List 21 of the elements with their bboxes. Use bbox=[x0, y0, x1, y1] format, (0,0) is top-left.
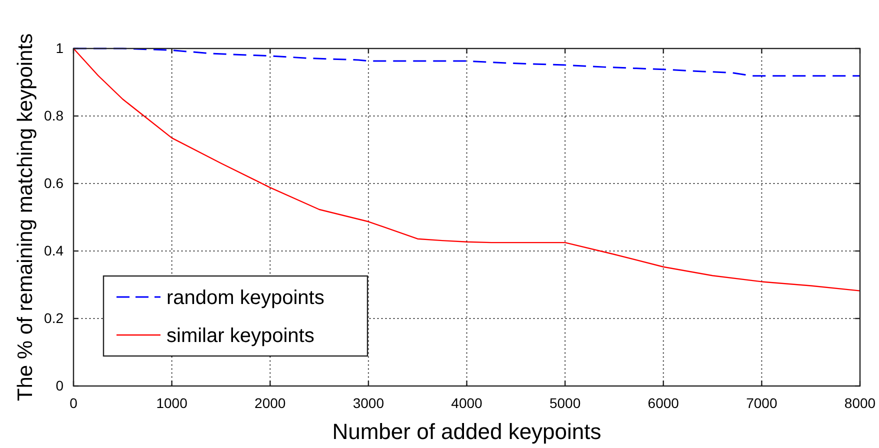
y-tick-label: 0 bbox=[56, 377, 64, 394]
legend-label: similar keypoints bbox=[166, 325, 314, 347]
y-tick-label: 1 bbox=[56, 40, 64, 56]
x-tick-label: 3000 bbox=[352, 394, 384, 411]
x-tick-label: 5000 bbox=[549, 394, 581, 411]
y-axis-title: The % of remaining matching keypoints bbox=[14, 33, 37, 402]
legend-label: random keypoints bbox=[166, 287, 324, 309]
y-tick-label: 0.6 bbox=[44, 174, 64, 191]
x-axis-title: Number of added keypoints bbox=[332, 419, 602, 444]
x-tick-label: 7000 bbox=[746, 394, 778, 411]
x-tick-label: 1000 bbox=[156, 394, 188, 411]
line-series bbox=[72, 48, 861, 77]
y-tick-label: 0.8 bbox=[44, 107, 64, 124]
x-tick-label: 2000 bbox=[254, 394, 286, 411]
x-tick-label: 4000 bbox=[451, 394, 483, 411]
x-tick-label: 6000 bbox=[648, 394, 680, 411]
x-tick-label: 8000 bbox=[844, 394, 876, 411]
y-tick-label: 0.4 bbox=[44, 242, 64, 258]
x-tick-label: 0 bbox=[70, 394, 78, 411]
line-series bbox=[72, 48, 861, 292]
y-tick-label: 0.2 bbox=[44, 310, 64, 326]
